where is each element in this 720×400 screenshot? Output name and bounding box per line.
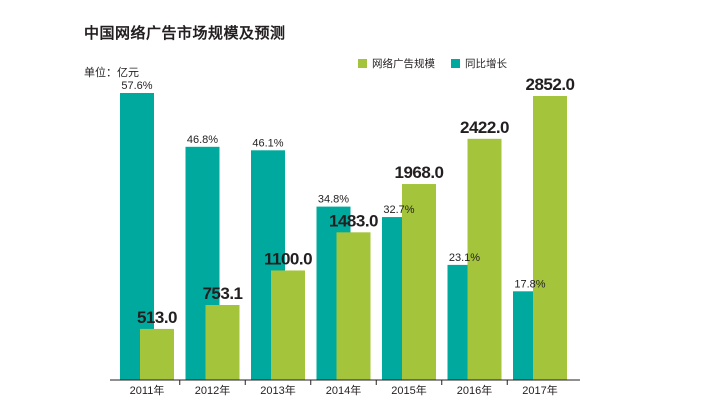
data-label-scale-2: 1100.0 [264,249,312,268]
data-label-growth-5: 23.1% [449,252,480,264]
x-tick-label-4: 2015年 [391,383,426,397]
legend: 网络广告规模 同比增长 [358,56,523,71]
data-label-scale-3: 1483.0 [329,211,378,230]
x-tick-label-2: 2013年 [260,383,295,397]
bar-scale-0 [140,328,174,380]
data-label-growth-1: 46.8% [187,134,218,146]
legend-item-growth: 同比增长 [451,56,507,71]
data-label-scale-0: 513.0 [137,308,177,327]
x-tick-label-5: 2016年 [457,383,492,397]
legend-swatch-scale [358,59,367,68]
data-label-scale-1: 753.1 [202,284,242,303]
bar-scale-5 [467,138,502,380]
bar-scale-1 [205,305,240,380]
x-tick-label-6: 2017年 [522,383,557,397]
legend-label-scale: 网络广告规模 [372,58,435,70]
legend-label-growth: 同比增长 [465,58,507,70]
chart-title: 中国网络广告市场规模及预测 [84,24,286,42]
data-label-growth-6: 17.8% [514,278,545,290]
x-tick-label-0: 2011年 [130,383,165,397]
x-tick-label-3: 2014年 [326,383,361,397]
data-label-growth-4: 32.7% [383,204,414,216]
x-tick-label-1: 2012年 [195,383,230,397]
data-label-scale-6: 2852.0 [526,75,575,94]
legend-item-scale: 网络广告规模 [358,56,435,71]
data-label-growth-0: 57.6% [121,80,152,92]
data-label-growth-2: 46.1% [252,137,283,149]
bar-scale-6 [533,96,567,380]
bar-scale-3 [336,232,371,380]
bar-scale-4 [402,184,436,380]
unit-label: 单位：亿元 [84,66,139,79]
data-label-scale-5: 2422.0 [460,118,509,137]
data-label-scale-4: 1968.0 [395,163,444,182]
legend-swatch-growth [451,59,460,68]
bar-scale-2 [271,270,305,380]
data-label-growth-3: 34.8% [318,194,349,206]
